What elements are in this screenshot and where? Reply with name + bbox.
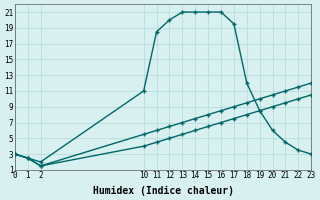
X-axis label: Humidex (Indice chaleur): Humidex (Indice chaleur) bbox=[92, 186, 234, 196]
